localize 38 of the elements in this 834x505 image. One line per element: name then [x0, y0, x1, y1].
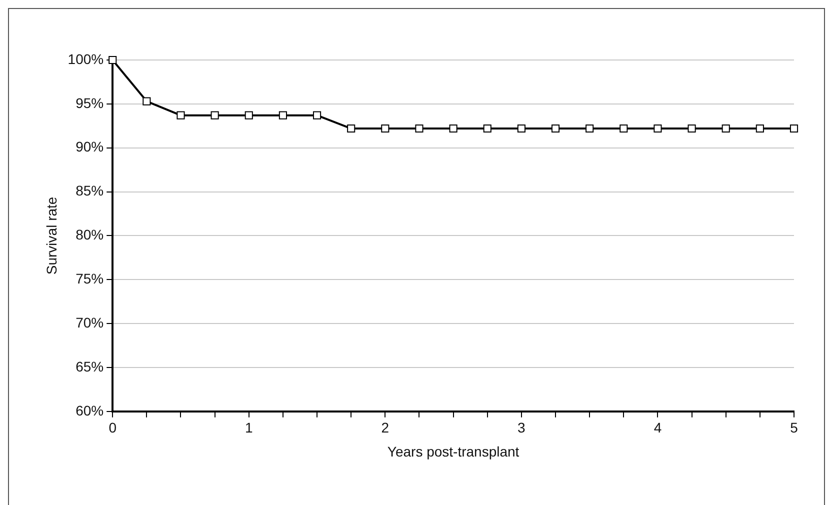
point — [108, 56, 117, 64]
y-tick-label: 90% — [76, 138, 104, 155]
x-tick-label: 2 — [381, 420, 390, 436]
point — [790, 124, 798, 133]
point — [688, 124, 696, 133]
y-axis-title: Survival rate — [43, 196, 60, 275]
point — [312, 111, 322, 120]
x-tick-label: 5 — [790, 420, 798, 436]
point — [415, 124, 424, 133]
point — [654, 124, 662, 133]
point — [176, 111, 185, 120]
y-tick-label: 75% — [76, 270, 104, 286]
x-tick-label: 3 — [518, 420, 526, 436]
point — [210, 111, 219, 120]
point — [278, 111, 287, 120]
point — [347, 124, 356, 133]
x-axis-title: Years post-transplant — [387, 443, 520, 460]
point — [449, 124, 458, 133]
point — [586, 124, 594, 133]
y-tick-label: 65% — [76, 358, 104, 374]
point — [551, 124, 560, 133]
point — [244, 111, 253, 120]
y-tick-label: 100% — [68, 50, 104, 67]
y-tick-label: 95% — [76, 94, 104, 111]
point — [142, 97, 151, 106]
y-tick-label: 70% — [76, 314, 104, 330]
x-tick-label: 0 — [108, 420, 117, 436]
point — [620, 124, 628, 133]
y-tick-label: 80% — [76, 226, 104, 243]
point — [517, 124, 526, 133]
point — [483, 124, 492, 133]
y-tick-label: 85% — [76, 182, 104, 199]
point — [756, 124, 764, 133]
y-tick-label: 60% — [76, 402, 104, 418]
point — [381, 124, 390, 133]
x-tick-label: 1 — [244, 420, 253, 436]
point — [722, 124, 730, 133]
x-tick-label: 4 — [654, 420, 662, 436]
